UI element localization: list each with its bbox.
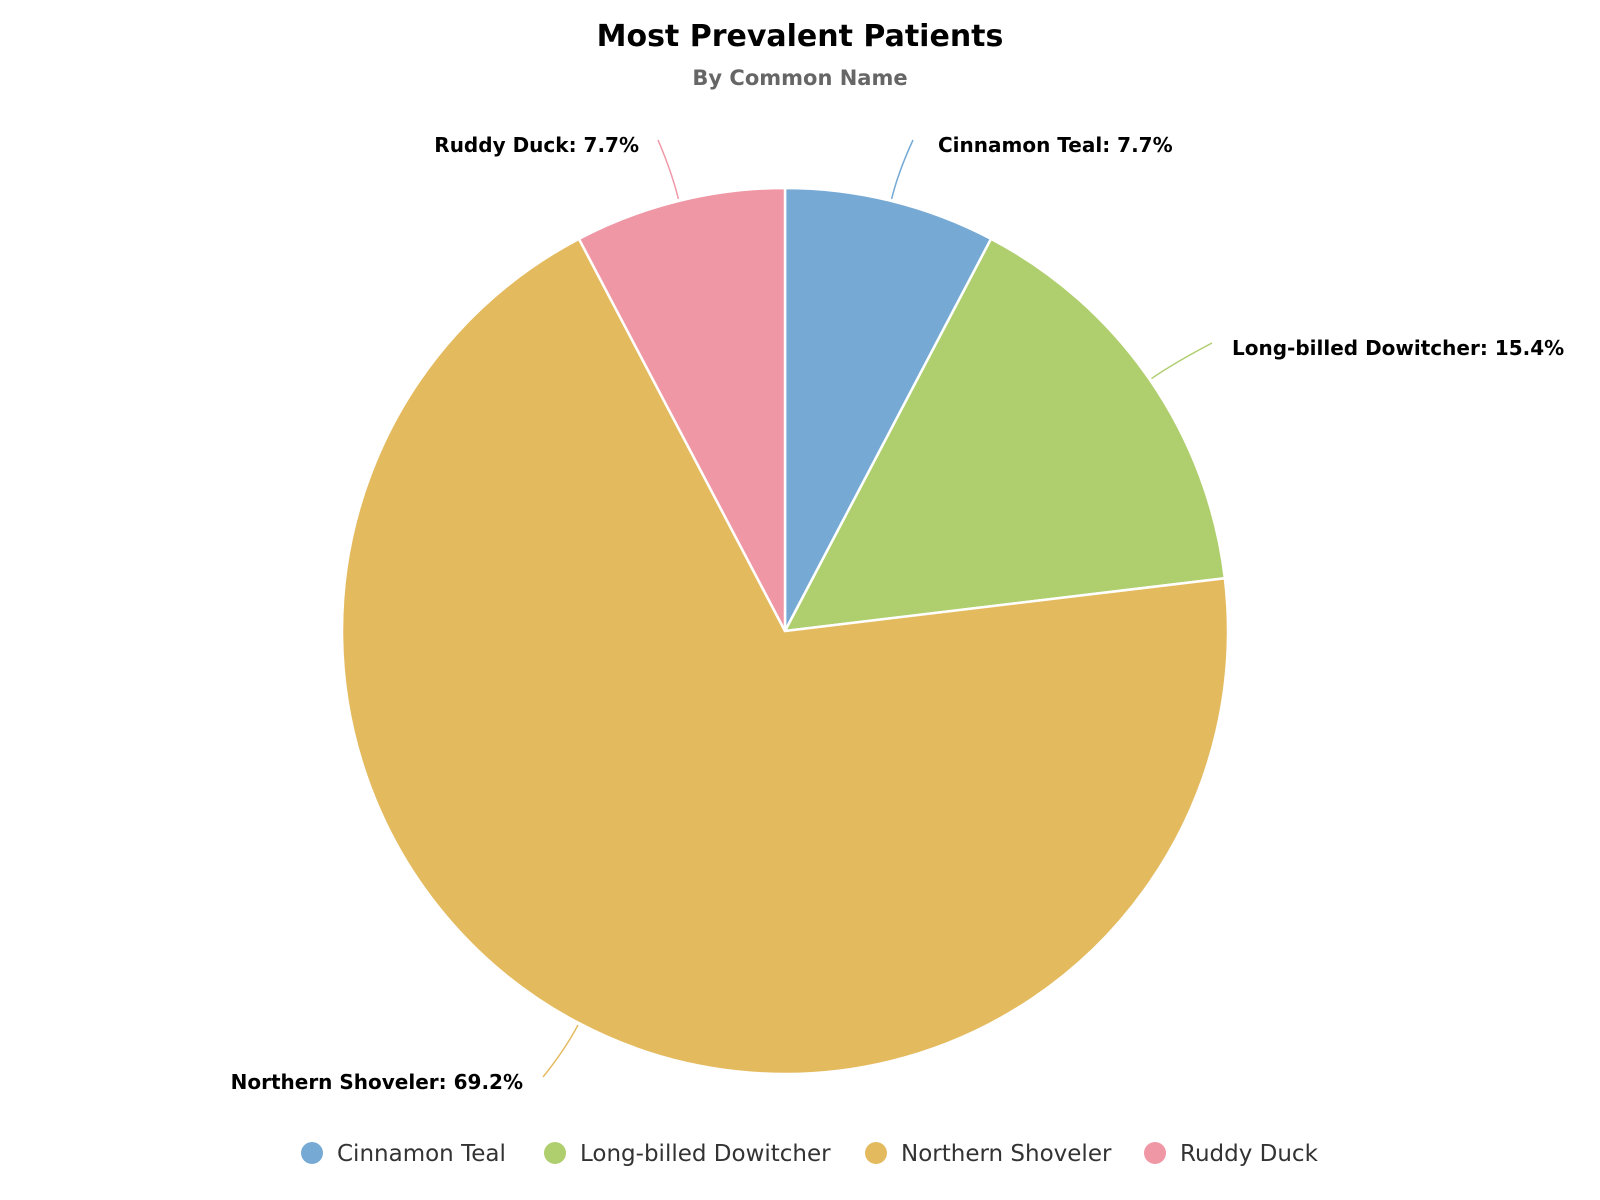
legend-item-ruddy-duck[interactable]: Ruddy Duck — [1144, 1141, 1319, 1167]
slice-label-northern-shoveler: Northern Shoveler: 69.2% — [231, 1070, 523, 1094]
slice-labels: Cinnamon Teal: 7.7% Long-billed Dowitcher… — [231, 133, 1565, 1094]
legend-label-ruddy-duck: Ruddy Duck — [1180, 1141, 1319, 1167]
connector-long-billed-dowitcher — [1151, 342, 1213, 380]
connector-cinnamon-teal — [890, 139, 914, 200]
legend-item-long-billed-dowitcher[interactable]: Long-billed Dowitcher — [544, 1141, 831, 1167]
legend-label-long-billed-dowitcher: Long-billed Dowitcher — [580, 1141, 831, 1167]
pie-slice-long-billed-dowitcher[interactable] — [783, 237, 1227, 633]
connector-ruddy-duck — [657, 139, 680, 200]
legend: Cinnamon Teal Long-billed Dowitcher Northe… — [301, 1141, 1319, 1167]
slice-label-ruddy-duck: Ruddy Duck: 7.7% — [434, 133, 639, 157]
legend-label-cinnamon-teal: Cinnamon Teal — [337, 1141, 506, 1167]
legend-swatch-cinnamon-teal — [301, 1142, 323, 1164]
slice-label-long-billed-dowitcher: Long-billed Dowitcher: 15.4% — [1232, 336, 1564, 360]
chart-subtitle: By Common Name — [692, 66, 907, 90]
pie-slice-cinnamon-teal[interactable] — [783, 186, 993, 633]
slice-connectors — [542, 139, 1213, 1078]
connector-northern-shoveler — [542, 1024, 579, 1078]
pie-slices — [340, 186, 1230, 1076]
slice-label-cinnamon-teal: Cinnamon Teal: 7.7% — [938, 133, 1173, 157]
pie-slice-ruddy-duck[interactable] — [577, 186, 787, 633]
pie-slice-northern-shoveler[interactable] — [340, 237, 1230, 1076]
legend-item-cinnamon-teal[interactable]: Cinnamon Teal — [301, 1141, 506, 1167]
legend-swatch-long-billed-dowitcher — [544, 1142, 566, 1164]
legend-label-northern-shoveler: Northern Shoveler — [901, 1141, 1112, 1167]
legend-swatch-ruddy-duck — [1144, 1142, 1166, 1164]
legend-item-northern-shoveler[interactable]: Northern Shoveler — [865, 1141, 1112, 1167]
legend-swatch-northern-shoveler — [865, 1142, 887, 1164]
chart-title: Most Prevalent Patients — [597, 19, 1004, 54]
